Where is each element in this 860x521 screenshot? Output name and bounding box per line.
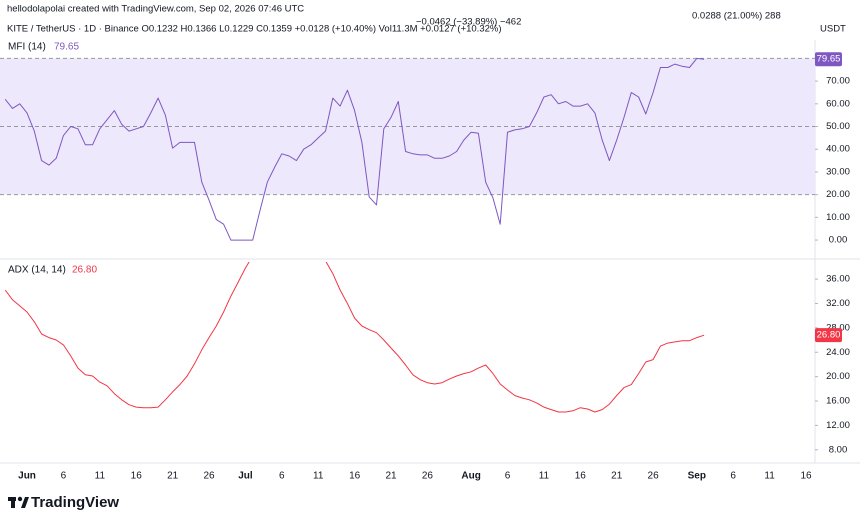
x-tick-label: Sep [688,471,706,482]
x-tick-label: 21 [167,471,179,482]
x-tick-label: 16 [349,471,361,482]
plot-area [4,262,705,413]
y-tick-label: 10.00 [826,212,850,223]
series-line [4,262,705,413]
x-tick-label: 26 [648,471,660,482]
price-tag [815,52,842,67]
currency: USDT [820,24,846,35]
x-tick-label: 6 [730,471,736,482]
symbol-info: KITE / TetherUS · 1D · Binance O0.1232 H… [7,24,502,35]
x-tick-label: 6 [61,471,67,482]
y-tick-label: 28.00 [826,322,850,333]
brand: TradingView [31,494,119,511]
x-tick-label: 11 [764,471,775,482]
x-tick-label: 26 [203,471,215,482]
pane-value: 26.80 [72,265,97,276]
x-tick-label: 16 [800,471,812,482]
y-tick-label: 24.00 [826,347,850,358]
x-tick-label: 6 [505,471,511,482]
series-line [4,57,705,241]
y-tick-label: 20.00 [826,371,850,382]
y-tick-label: 36.00 [826,274,850,285]
y-tick-label: 30.00 [826,166,850,177]
logo: TradingView [8,494,119,511]
x-tick-label: Jul [238,471,253,482]
x-tick-label: 21 [385,471,397,482]
price-tag [815,328,842,343]
x-tick-label: 16 [131,471,143,482]
x-tick-label: 11 [95,471,106,482]
pane-title: MFI (14) [8,42,46,53]
x-tick-label: Aug [461,471,480,482]
overlay-text: 0.0288 (21.00%) 288 [692,11,781,22]
x-tick-label: 26 [422,471,434,482]
y-tick-label: 0.00 [829,235,848,246]
pane-value: 79.65 [54,42,79,53]
price-tag-label: 26.80 [817,330,841,341]
y-tick-label: 32.00 [826,298,850,309]
credit: hellodolapolai created with TradingView.… [7,4,304,15]
y-tick-label: 40.00 [826,144,850,155]
overlay-text: −0.0462 (−33.89%) −462 [416,17,521,28]
y-tick-label: 70.00 [826,76,850,87]
x-tick-label: 16 [575,471,587,482]
x-tick-label: 6 [279,471,285,482]
x-tick-label: 11 [539,471,550,482]
y-tick-label: 50.00 [826,121,850,132]
y-tick-label: 8.00 [829,444,848,455]
y-tick-label: 16.00 [826,396,850,407]
plot-area [0,57,815,241]
x-tick-label: Jun [18,471,36,482]
x-tick-label: 21 [611,471,623,482]
price-tag-label: 79.65 [817,54,841,65]
pane-title: ADX (14, 14) [8,265,66,276]
x-tick-label: 11 [313,471,324,482]
y-tick-label: 60.00 [826,98,850,109]
y-tick-label: 20.00 [826,189,850,200]
y-tick-label: 12.00 [826,420,850,431]
